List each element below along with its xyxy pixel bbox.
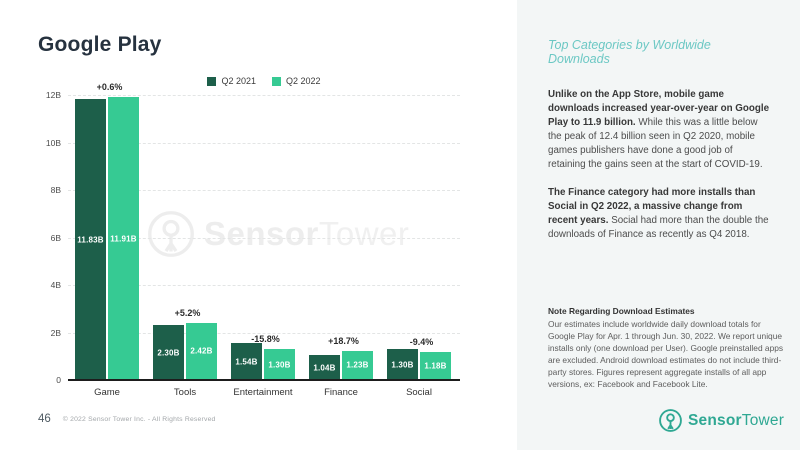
gridline <box>68 142 460 144</box>
bar-value-label: 1.18B <box>424 361 447 371</box>
bar-finance-q2-2021[interactable]: 1.04B <box>309 355 340 380</box>
bar-game-q2-2021[interactable]: 11.83B <box>75 99 106 380</box>
copyright: © 2022 Sensor Tower Inc. - All Rights Re… <box>62 415 216 423</box>
bar-entertainment-q2-2021[interactable]: 1.54B <box>231 343 262 380</box>
x-axis-line <box>68 379 460 381</box>
y-axis-tick: 6B <box>50 232 61 243</box>
pct-change-label: +18.7% <box>328 335 359 346</box>
bar-tools-q2-2022[interactable]: 2.42B <box>186 322 217 380</box>
bar-value-label: 1.04B <box>313 363 336 373</box>
bar-tools-q2-2021[interactable]: 2.30B <box>153 325 184 380</box>
legend-swatch <box>272 76 281 86</box>
bar-value-label: 1.23B <box>346 360 369 370</box>
sensortower-logo-icon <box>659 409 682 432</box>
y-axis-tick: 0 <box>56 375 61 385</box>
pct-change-label: +5.2% <box>174 307 201 318</box>
bar-social-q2-2021[interactable]: 1.30B <box>387 349 418 380</box>
y-axis-tick: 8B <box>50 185 61 195</box>
chart-legend: Q2 2021 Q2 2022 <box>68 76 460 86</box>
downloads-bar-chart: SensorTower Q2 2021 Q2 2022 0 2B 4B 6B 8B 10B 1… <box>46 76 460 398</box>
methodology-note: Note Regarding Download Estimates Our es… <box>548 306 786 391</box>
legend-item-q2-2021: Q2 2021 <box>207 76 256 86</box>
bar-value-label: 1.30B <box>391 360 414 370</box>
panel-heading: Top Categories by Worldwide Downloads <box>548 38 711 66</box>
summary-paragraph-2: The Finance category had more installs t… <box>548 186 769 240</box>
bar-social-q2-2022[interactable]: 1.18B <box>420 351 451 380</box>
summary-paragraph-1: Unlike on the App Store, mobile game dow… <box>548 89 770 171</box>
gridline <box>68 237 460 239</box>
category-label-entertainment: Entertainment <box>233 387 293 398</box>
bar-game-q2-2022[interactable]: 11.91B <box>108 97 139 380</box>
pct-change-label: +0.6% <box>96 82 123 93</box>
bar-value-label: 2.30B <box>157 348 180 358</box>
sensortower-logo: SensorTower <box>658 408 784 433</box>
page-title: Google Play <box>38 33 162 56</box>
note-title: Note Regarding Download Estimates <box>548 306 695 316</box>
report-main: Google Play SensorTower Q2 2021 Q2 2022 0… <box>38 33 460 425</box>
chart-plot: 0 2B 4B 6B 8B 10B 12B 11.83B 11.91B +0.6% Game 2.30… <box>46 82 460 398</box>
gridline <box>68 332 460 334</box>
category-label-social: Social <box>406 387 432 398</box>
category-label-finance: Finance <box>324 387 358 398</box>
brand-text: SensorTower <box>688 411 785 429</box>
summary-panel: Top Categories by Worldwide Downloads Un… <box>517 0 800 450</box>
gridline <box>68 285 460 286</box>
bar-value-label: 2.42B <box>190 346 213 356</box>
gridline <box>68 190 460 191</box>
bar-value-label: 1.30B <box>268 360 291 370</box>
bar-finance-q2-2022[interactable]: 1.23B <box>342 350 373 380</box>
legend-label: Q2 2022 <box>286 76 321 86</box>
category-label-tools: Tools <box>173 387 197 398</box>
category-label-game: Game <box>94 387 120 398</box>
y-axis-tick: 2B <box>50 327 61 338</box>
bar-entertainment-q2-2022[interactable]: 1.30B <box>264 349 295 380</box>
y-axis-tick: 10B <box>45 137 61 148</box>
footer: 46 © 2022 Sensor Tower Inc. - All Rights… <box>38 413 216 425</box>
y-axis-tick: 12B <box>45 90 61 100</box>
pct-change-label: -15.8% <box>251 334 280 345</box>
y-axis-tick: 4B <box>50 280 61 290</box>
bar-value-label: 11.83B <box>77 235 104 245</box>
bar-value-label: 1.54B <box>235 357 258 367</box>
legend-item-q2-2022: Q2 2022 <box>272 76 321 86</box>
legend-swatch <box>207 76 217 86</box>
pct-change-label: -9.4% <box>409 336 434 347</box>
gridline <box>68 95 460 96</box>
bar-value-label: 11.91B <box>110 234 137 244</box>
legend-label: Q2 2021 <box>221 76 256 86</box>
note-body: Our estimates include worldwide daily do… <box>548 319 784 389</box>
page-number: 46 <box>38 413 51 425</box>
